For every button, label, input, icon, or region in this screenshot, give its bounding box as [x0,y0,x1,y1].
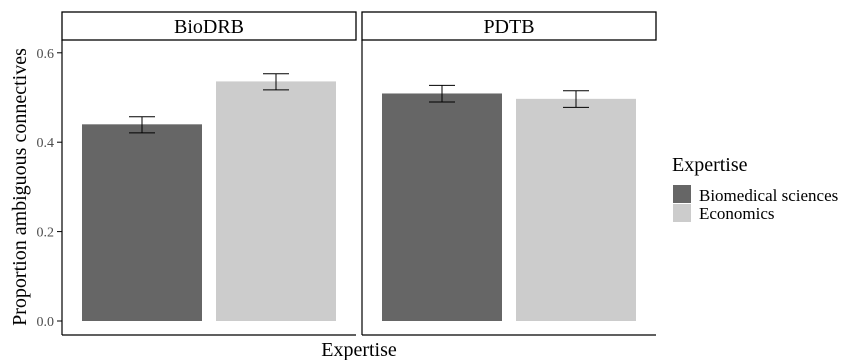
y-tick-label: 0.0 [37,315,55,330]
x-axis-label: Expertise [321,339,397,360]
axes: 0.0 0.2 0.4 0.6 [37,40,656,336]
bar-biodrb-economics [216,81,336,322]
error-bar-pdtb-economics [563,90,589,108]
y-tick-label: 0.2 [37,226,55,241]
y-tick-label: 0.6 [37,47,55,62]
bar-biodrb-biomedical-sciences [82,124,202,321]
bar-pdtb-economics [516,98,636,321]
bar-pdtb-biomedical-sciences [382,93,502,322]
facet-strip-pdtb: PDTB [361,11,657,41]
legend-swatch-biomedical [673,185,691,203]
y-tick-label: 0.4 [37,136,55,151]
legend-label-biomedical: Biomedical sciences [699,186,838,205]
error-bar-biodrb-economics [263,73,289,91]
legend-label-economics: Economics [699,204,775,223]
facet-title-pdtb: PDTB [483,16,534,38]
facet-panel-pdtb [382,84,636,322]
legend-title: Expertise [672,154,748,176]
facet-panel-biodrb [82,73,336,322]
y-axis-label: Proportion ambiguous connectives [9,48,31,326]
error-bar-pdtb-biomedical-sciences [429,84,455,103]
facet-strip-biodrb: BioDRB [61,11,357,41]
facet-title-biodrb: BioDRB [174,16,244,38]
legend: Expertise Biomedical sciences Economics [672,154,838,223]
legend-swatch-economics [673,204,691,222]
error-bar-biodrb-biomedical-sciences [129,116,155,134]
